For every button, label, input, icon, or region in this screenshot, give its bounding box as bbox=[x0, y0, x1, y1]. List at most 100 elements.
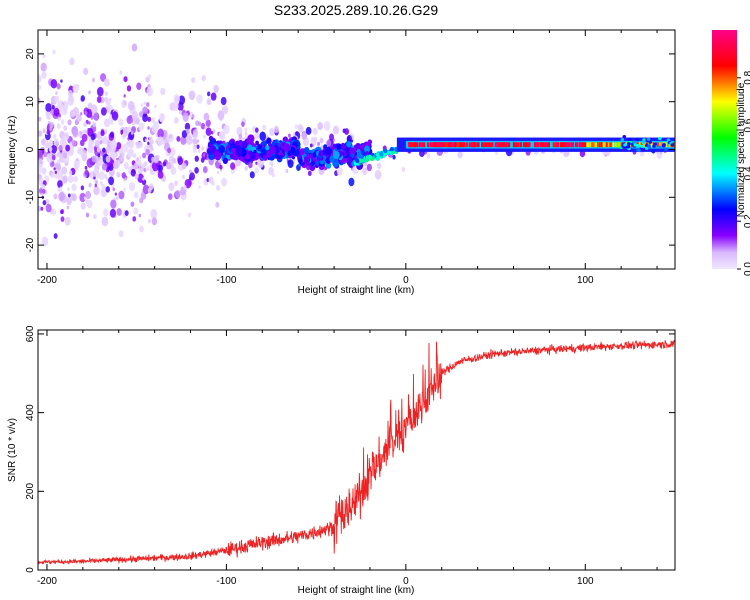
snr-panel: -200 -100 0 100 0 200 400 600 Height of straig… bbox=[7, 325, 676, 596]
spectrogram-cell bbox=[56, 83, 61, 90]
spectrogram-cell bbox=[130, 201, 135, 207]
spectrogram-cell bbox=[218, 130, 226, 140]
spectrogram-cell bbox=[241, 140, 248, 149]
spectrogram-cell bbox=[367, 155, 373, 160]
spectrogram-cell bbox=[80, 185, 85, 191]
spectrogram-cell bbox=[38, 84, 42, 90]
spectrogram-y-tick-label: 10 bbox=[25, 96, 36, 108]
spectrogram-x-tick-label: 0 bbox=[403, 275, 409, 286]
spectrogram-cell bbox=[80, 202, 86, 210]
spectrogram-cell bbox=[221, 105, 229, 115]
spectrogram-cell bbox=[79, 139, 85, 147]
carrier-band-cell bbox=[514, 142, 517, 148]
spectrogram-cell bbox=[142, 152, 147, 159]
spectrogram-cell bbox=[174, 189, 181, 199]
spectrogram-cell bbox=[112, 187, 116, 192]
snr-x-tick-label: -100 bbox=[216, 576, 236, 587]
spectrogram-cell bbox=[150, 209, 158, 219]
spectrogram-cell bbox=[40, 138, 46, 146]
spectrogram-cell bbox=[288, 133, 291, 138]
spectrogram-cell bbox=[145, 148, 150, 156]
spectrogram-cell bbox=[67, 175, 74, 184]
carrier-band-cell bbox=[508, 142, 511, 148]
spectrogram-cell bbox=[101, 216, 109, 227]
spectrogram-cell bbox=[51, 208, 57, 216]
spectrogram-cell bbox=[45, 198, 50, 206]
spectrogram-cell bbox=[39, 188, 43, 194]
spectrogram-cell bbox=[75, 157, 79, 162]
spectrogram-cell bbox=[244, 131, 248, 136]
spectrogram-cell bbox=[105, 186, 111, 193]
spectrogram-y-tick-label: 20 bbox=[25, 48, 36, 60]
spectrogram-cell bbox=[56, 160, 60, 164]
spectrogram-cell bbox=[116, 142, 122, 150]
spectrogram-cell bbox=[46, 113, 51, 120]
spectrogram-cell bbox=[54, 170, 57, 175]
spectrogram-cell bbox=[153, 155, 159, 164]
spectrogram-cell bbox=[41, 167, 47, 175]
carrier-band-cell bbox=[528, 142, 531, 148]
spectrogram-cell bbox=[632, 140, 636, 144]
carrier-band-cell bbox=[468, 142, 471, 148]
spectrogram-cell bbox=[213, 84, 219, 93]
spectrogram-cell bbox=[97, 153, 101, 158]
spectrogram-cell bbox=[46, 129, 51, 135]
spectrogram-cell bbox=[230, 147, 236, 154]
spectrogram-cell bbox=[58, 191, 65, 202]
spectrogram-cell bbox=[262, 124, 267, 131]
carrier-band-cell bbox=[652, 142, 655, 148]
spectrogram-cell bbox=[132, 216, 137, 222]
spectrogram-cell bbox=[325, 146, 332, 156]
spectrogram-cell bbox=[244, 127, 248, 132]
spectrogram-y-label: Frequency (Hz) bbox=[7, 116, 18, 185]
spectrogram-cell bbox=[364, 167, 367, 171]
spectrogram-cell bbox=[257, 144, 262, 150]
spectrogram-cell bbox=[57, 116, 61, 121]
spectrogram-cell bbox=[74, 163, 79, 171]
spectrogram-cell bbox=[389, 150, 394, 156]
spectrogram-cell bbox=[303, 146, 310, 154]
spectrogram-cell bbox=[45, 176, 50, 182]
spectrogram-cell bbox=[336, 143, 342, 150]
spectrogram-cell bbox=[181, 130, 188, 138]
carrier-band-cell bbox=[513, 142, 516, 148]
spectrogram-cell bbox=[42, 188, 46, 194]
spectrogram-cell bbox=[180, 135, 187, 145]
spectrogram-cell bbox=[111, 111, 119, 121]
spectrogram-cell bbox=[183, 184, 187, 191]
spectrogram-cell bbox=[216, 170, 220, 175]
spectrogram-cell bbox=[136, 82, 142, 91]
colorbar-tick-label: 0.0 bbox=[743, 262, 750, 276]
spectrogram-cell bbox=[79, 192, 86, 203]
spectrogram-cell bbox=[319, 137, 324, 144]
spectrogram-cell bbox=[38, 97, 41, 105]
spectrogram-cell bbox=[42, 53, 46, 59]
spectrogram-cell bbox=[63, 125, 68, 131]
spectrogram-cell bbox=[94, 139, 101, 148]
spectrogram-cell bbox=[38, 178, 45, 187]
spectrogram-cell bbox=[141, 163, 146, 169]
spectrogram-cell bbox=[96, 147, 101, 153]
spectrogram-cell bbox=[91, 155, 97, 163]
spectrogram-cell bbox=[635, 138, 640, 142]
spectrogram-cell bbox=[42, 200, 47, 206]
spectrogram-cell bbox=[277, 151, 281, 156]
carrier-band-cell bbox=[600, 142, 603, 148]
spectrogram-cell bbox=[66, 205, 70, 210]
spectrogram-cell bbox=[96, 173, 100, 179]
spectrogram-cell bbox=[625, 145, 630, 149]
spectrogram-cell bbox=[157, 170, 164, 179]
spectrogram-cell bbox=[133, 191, 139, 199]
spectrogram-cell bbox=[209, 145, 217, 154]
carrier-band-cell bbox=[581, 142, 584, 148]
spectrogram-cell bbox=[192, 138, 197, 145]
spectrogram-cell bbox=[80, 149, 88, 159]
carrier-band-cell bbox=[595, 142, 598, 148]
carrier-band-cell bbox=[591, 142, 594, 148]
spectrogram-cell bbox=[389, 147, 395, 152]
spectrogram-cell bbox=[290, 146, 296, 154]
carrier-band-cell bbox=[536, 142, 540, 148]
spectrogram-cell bbox=[73, 175, 78, 183]
spectrogram-cell bbox=[168, 182, 175, 191]
spectrogram-cell bbox=[56, 152, 60, 157]
